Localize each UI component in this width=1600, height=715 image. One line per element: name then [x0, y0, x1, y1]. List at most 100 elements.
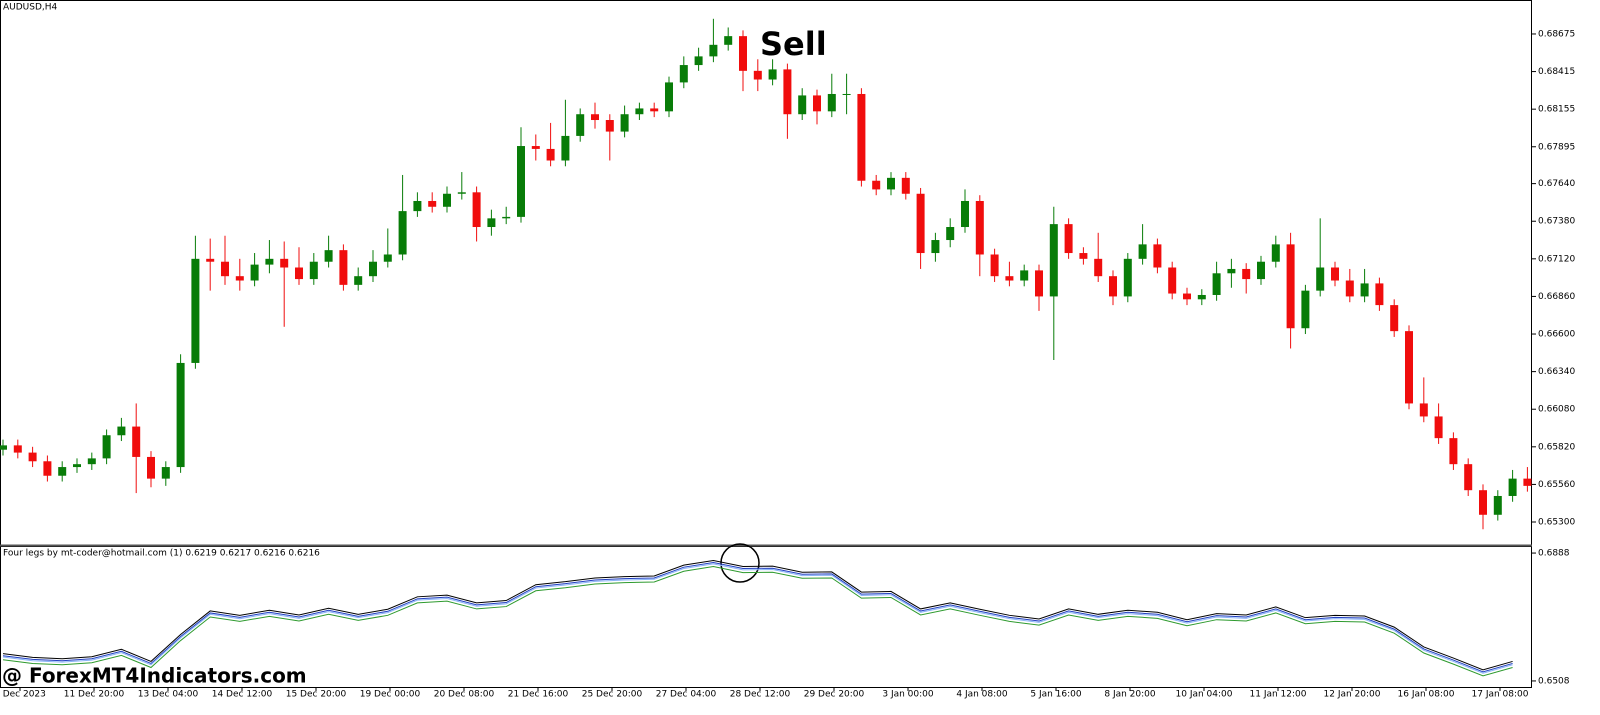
candle-body: [1375, 283, 1384, 306]
candle-body: [1508, 478, 1517, 496]
indicator-line: [2, 559, 1513, 671]
candle-body: [517, 146, 525, 217]
candle-body: [872, 180, 881, 190]
main-pane-frame: [0, 0, 1532, 546]
y-tick-label: 0.65560: [1538, 480, 1575, 490]
x-tick-label: 3 Jan 00:00: [882, 690, 934, 700]
candle-body: [428, 200, 437, 207]
x-tick-label: 29 Dec 20:00: [804, 690, 865, 700]
candle-body: [1197, 294, 1206, 300]
candle-body: [235, 276, 244, 281]
candle-body: [1271, 244, 1280, 262]
candle-body: [191, 258, 200, 363]
candle-body: [1523, 478, 1532, 486]
candle-body: [1390, 305, 1399, 332]
candle-body: [946, 227, 955, 241]
candle-body: [1183, 293, 1191, 300]
candle-body: [1094, 258, 1103, 277]
y-tick-label: 0.66600: [1538, 330, 1575, 340]
candle-body: [975, 200, 984, 255]
chart-title: AUDUSD,H4: [3, 3, 58, 13]
candle-body: [295, 267, 303, 280]
candle-body: [753, 70, 762, 80]
candle-body: [561, 135, 570, 161]
candle-body: [206, 258, 215, 262]
candle-body: [1227, 268, 1236, 274]
candle-body: [265, 258, 274, 265]
indicator-line: [2, 563, 1513, 674]
candle-body: [724, 36, 733, 45]
candle-body: [28, 452, 37, 462]
candle-body: [58, 467, 67, 476]
candle-body: [650, 108, 659, 112]
x-tick-label: 15 Dec 20:00: [286, 690, 347, 700]
candle-body: [13, 445, 22, 453]
candle-body: [1434, 416, 1443, 439]
candle-body: [43, 461, 52, 476]
candle-body: [1493, 495, 1502, 515]
candle-body: [339, 250, 348, 285]
candle-body: [176, 362, 185, 468]
candle-body: [280, 258, 289, 268]
marks: 0.68675 0.68415 0.68155 0.67895 0.67640 0.673…: [0, 18, 1575, 700]
candle-body: [73, 464, 81, 468]
candle-body: [857, 93, 866, 181]
candle-body: [694, 56, 703, 66]
candle-body: [1153, 244, 1162, 268]
candle-body: [1405, 331, 1413, 404]
candle-body: [1138, 244, 1147, 259]
candle-body: [309, 261, 318, 280]
x-tick-label: 14 Dec 12:00: [212, 690, 273, 700]
candle-body: [576, 114, 585, 136]
x-tick-label: 19 Dec 00:00: [360, 690, 421, 700]
candle-body: [117, 426, 126, 436]
candle-body: [398, 211, 407, 255]
candle-body: [132, 426, 141, 457]
x-tick-label: 12 Jan 20:00: [1324, 690, 1381, 700]
candle-body: [87, 458, 96, 465]
x-tick-label: 13 Dec 04:00: [138, 690, 199, 700]
indicator-line: [2, 566, 1513, 677]
candle-body: [457, 192, 466, 194]
indicator-title: Four legs by mt-coder@hotmail.com (1) 0.…: [3, 549, 320, 559]
candle-body: [635, 108, 644, 115]
candle-body: [1212, 273, 1221, 295]
y-tick-label: 0.66860: [1538, 292, 1575, 302]
candle-body: [487, 218, 496, 228]
candle-body: [605, 120, 614, 132]
candle-body: [783, 69, 792, 115]
candle-body: [250, 264, 259, 281]
candle-body: [354, 276, 363, 285]
candle-body: [0, 445, 7, 450]
candle-body: [1257, 261, 1265, 280]
x-tick-label: 11 Dec 20:00: [64, 690, 125, 700]
candle-body: [842, 93, 851, 95]
candle-body: [813, 95, 821, 112]
candle-body: [546, 148, 555, 161]
y-tick-label: 0.66080: [1538, 405, 1575, 415]
candle-body: [916, 193, 925, 254]
candle-body: [502, 216, 511, 219]
candle-body: [591, 114, 599, 121]
candle-body: [1020, 270, 1029, 281]
candle-body: [324, 250, 333, 262]
candle-body: [1109, 276, 1117, 297]
candle-body: [531, 146, 540, 149]
candle-body: [1301, 290, 1310, 329]
candle-body: [1064, 224, 1073, 254]
candle-body: [1005, 276, 1014, 281]
y-tick-label: 0.67120: [1538, 254, 1575, 264]
y-tick-label: 0.67380: [1538, 217, 1575, 227]
x-tick-label: 11 Jan 12:00: [1250, 690, 1307, 700]
y-tick-label: 0.68155: [1538, 105, 1575, 115]
candle-body: [1345, 280, 1354, 297]
candle-body: [1464, 464, 1473, 491]
y-tick-label: 0.67895: [1538, 142, 1575, 152]
candle-body: [931, 240, 940, 254]
candle-body: [102, 435, 111, 459]
x-tick-label: 4 Jan 08:00: [956, 690, 1008, 700]
candle-body: [1360, 283, 1369, 297]
candle-body: [620, 114, 629, 132]
candle-body: [221, 261, 229, 277]
x-tick-label: 20 Dec 08:00: [434, 690, 495, 700]
